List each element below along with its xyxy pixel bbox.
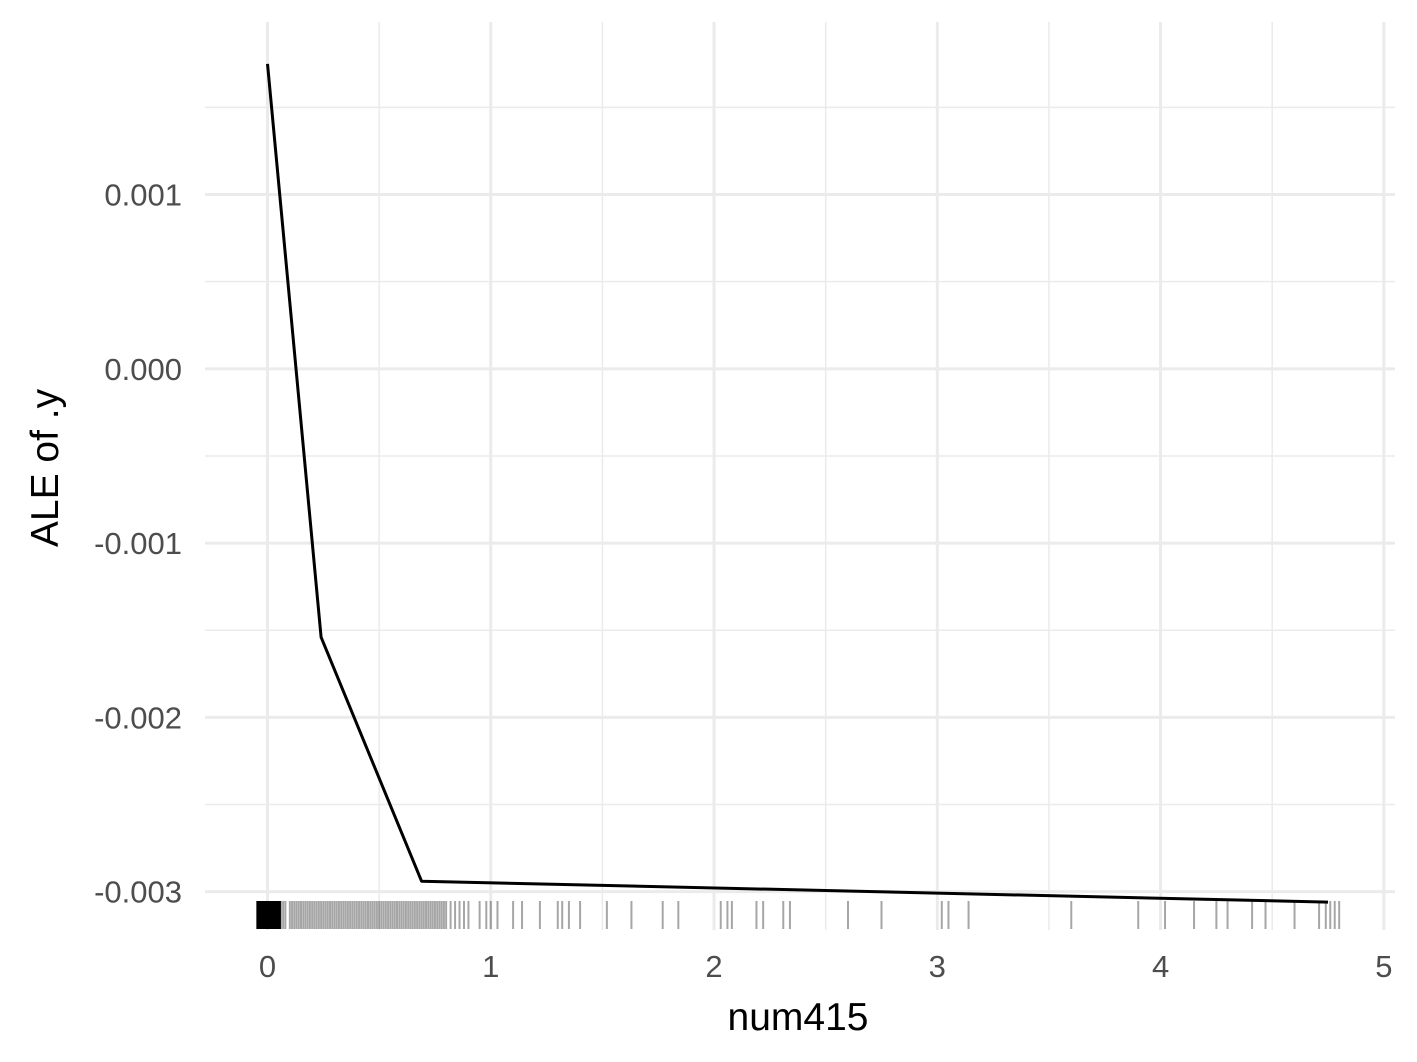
y-tick-labels: 0.001 0.000 -0.001 -0.002 -0.003	[94, 178, 182, 910]
grid-minor	[205, 22, 1395, 930]
y-tick-label: -0.001	[94, 526, 182, 561]
y-tick-label: 0.000	[104, 352, 182, 387]
y-tick-label: -0.003	[94, 875, 182, 910]
y-axis-title: ALE of .y	[24, 388, 67, 547]
x-tick-labels: 0 1 2 3 4 5	[259, 949, 1393, 984]
rug-marks	[256, 901, 1341, 929]
rug-dense-block	[256, 901, 281, 929]
x-tick-label: 5	[1375, 949, 1392, 984]
y-tick-label: 0.001	[104, 178, 182, 213]
x-axis-title: num415	[728, 996, 869, 1039]
x-tick-label: 1	[482, 949, 499, 984]
x-tick-label: 3	[929, 949, 946, 984]
x-tick-label: 0	[259, 949, 276, 984]
series-line	[266, 63, 1329, 904]
x-tick-label: 2	[705, 949, 722, 984]
grid-major	[205, 22, 1395, 930]
y-tick-label: -0.002	[94, 700, 182, 735]
x-tick-label: 4	[1152, 949, 1169, 984]
series-layer	[266, 63, 1329, 904]
